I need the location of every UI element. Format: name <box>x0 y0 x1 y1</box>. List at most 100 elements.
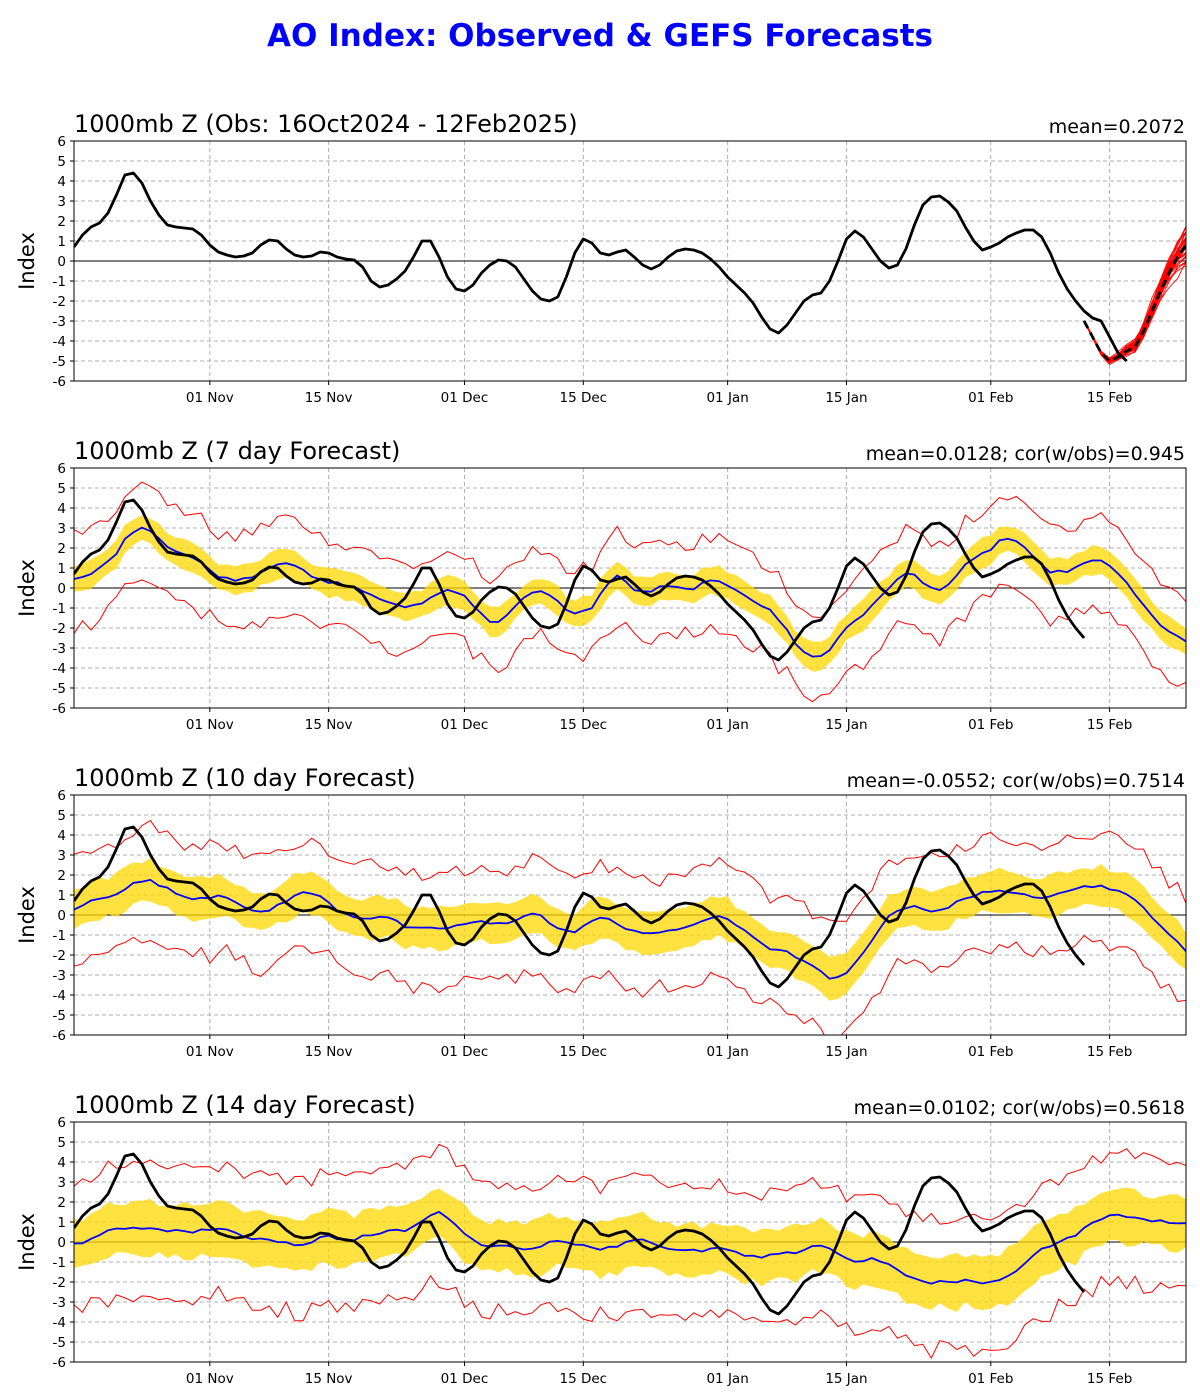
y-tick-label: 0 <box>57 254 66 270</box>
panel-stat: mean=0.2072 <box>1049 116 1185 138</box>
axes-frame <box>73 467 1187 709</box>
y-tick-label: -1 <box>53 274 66 290</box>
y-axis-label: Index <box>15 1213 39 1271</box>
x-tick-label: 01 Feb <box>968 1044 1013 1060</box>
y-tick-label: 2 <box>57 214 66 230</box>
x-tick-label: 01 Jan <box>706 1371 748 1387</box>
y-tick-label: -4 <box>53 988 66 1004</box>
y-tick-label: -6 <box>53 701 66 717</box>
plot-area <box>74 1122 1186 1362</box>
panel-4: 1000mb Z (14 day Forecast) mean=0.0102; c… <box>15 1091 1187 1387</box>
y-tick-label: -2 <box>53 621 66 637</box>
x-tick-label: 01 Jan <box>706 717 748 733</box>
ensemble-member-line <box>1083 256 1186 361</box>
y-tick-label: 1 <box>57 1215 66 1231</box>
y-tick-label: 6 <box>57 134 66 150</box>
y-tick-label: -3 <box>53 968 66 984</box>
x-tick-label: 01 Dec <box>441 1371 489 1387</box>
x-tick-label: 01 Nov <box>186 1044 234 1060</box>
y-tick-label: 1 <box>57 561 66 577</box>
y-tick-label: -5 <box>53 1008 66 1024</box>
y-tick-label: 2 <box>57 541 66 557</box>
x-tick-label: 01 Feb <box>968 390 1013 406</box>
max-extreme-line <box>74 819 1186 922</box>
y-tick-label: 5 <box>57 1135 66 1151</box>
plot-area <box>74 468 1186 708</box>
spread-band <box>74 1187 1186 1312</box>
y-axis-label: Index <box>15 232 39 290</box>
x-tick-label: 01 Feb <box>968 1371 1013 1387</box>
min-extreme-line <box>74 1274 1186 1360</box>
y-tick-label: 2 <box>57 868 66 884</box>
y-tick-label: -1 <box>53 601 66 617</box>
y-tick-label: 5 <box>57 808 66 824</box>
panel-1: 1000mb Z (Obs: 16Oct2024 - 12Feb2025) mea… <box>15 110 1187 406</box>
panel-title: 1000mb Z (Obs: 16Oct2024 - 12Feb2025) <box>74 110 578 138</box>
panel-title: 1000mb Z (10 day Forecast) <box>74 764 416 792</box>
ensemble-member-line <box>1083 251 1186 363</box>
x-tick-label: 01 Nov <box>186 1371 234 1387</box>
x-tick-label: 15 Feb <box>1087 1371 1132 1387</box>
x-tick-label: 15 Jan <box>825 1044 867 1060</box>
panel-3: 1000mb Z (10 day Forecast) mean=-0.0552; … <box>15 764 1187 1060</box>
y-tick-label: 4 <box>57 828 66 844</box>
spread-band <box>74 515 1186 672</box>
panel-2: 1000mb Z (7 day Forecast) mean=0.0128; co… <box>15 437 1187 733</box>
x-tick-label: 15 Nov <box>305 717 353 733</box>
y-tick-label: 6 <box>57 461 66 477</box>
y-tick-label: -5 <box>53 354 66 370</box>
y-tick-label: -1 <box>53 1255 66 1271</box>
x-tick-label: 01 Feb <box>968 717 1013 733</box>
y-tick-label: 2 <box>57 1195 66 1211</box>
ensemble-mean-line <box>74 1210 1186 1285</box>
y-tick-label: 1 <box>57 234 66 250</box>
y-tick-label: 3 <box>57 194 66 210</box>
y-tick-label: -5 <box>53 1335 66 1351</box>
panel-stat: mean=0.0102; cor(w/obs)=0.5618 <box>854 1097 1185 1119</box>
ensemble-member-line <box>1083 261 1186 360</box>
y-tick-label: 3 <box>57 521 66 537</box>
ensemble-member-line <box>1083 245 1186 363</box>
ensemble-member-line <box>1083 260 1186 362</box>
observed-line <box>74 825 1086 989</box>
y-tick-label: -6 <box>53 374 66 390</box>
x-tick-label: 15 Feb <box>1087 717 1132 733</box>
x-tick-label: 15 Dec <box>560 717 608 733</box>
y-axis-label: Index <box>15 886 39 944</box>
ensemble-member-line <box>1083 261 1186 363</box>
max-extreme-line <box>74 1143 1186 1225</box>
panel-stat: mean=-0.0552; cor(w/obs)=0.7514 <box>847 770 1185 792</box>
y-tick-label: -2 <box>53 294 66 310</box>
y-tick-label: 4 <box>57 1155 66 1171</box>
x-tick-label: 15 Nov <box>305 390 353 406</box>
ensemble-member-line <box>1083 247 1186 364</box>
y-tick-label: 0 <box>57 581 66 597</box>
x-tick-label: 01 Dec <box>441 717 489 733</box>
observed-line <box>74 498 1086 662</box>
ensemble-mean-line <box>74 878 1186 980</box>
plot-area <box>74 795 1186 1035</box>
max-extreme-line <box>74 481 1186 619</box>
y-tick-label: 5 <box>57 154 66 170</box>
y-tick-label: -1 <box>53 928 66 944</box>
panel-title: 1000mb Z (7 day Forecast) <box>74 437 400 465</box>
panel-stat: mean=0.0128; cor(w/obs)=0.945 <box>866 443 1185 465</box>
y-axis-label: Index <box>15 559 39 617</box>
x-tick-label: 15 Nov <box>305 1371 353 1387</box>
y-tick-label: 3 <box>57 848 66 864</box>
panel-title: 1000mb Z (14 day Forecast) <box>74 1091 416 1119</box>
min-extreme-line <box>74 934 1186 1035</box>
axes-frame <box>73 1121 1187 1363</box>
y-tick-label: 4 <box>57 174 66 190</box>
y-tick-label: -4 <box>53 334 66 350</box>
y-tick-label: -2 <box>53 948 66 964</box>
y-tick-label: -3 <box>53 641 66 657</box>
page-title: AO Index: Observed & GEFS Forecasts <box>267 18 933 54</box>
x-tick-label: 15 Feb <box>1087 1044 1132 1060</box>
y-tick-label: 4 <box>57 501 66 517</box>
plot-area <box>74 141 1186 381</box>
observed-line <box>74 171 1128 363</box>
x-tick-label: 01 Nov <box>186 717 234 733</box>
forecast-mean-line <box>1082 243 1186 363</box>
